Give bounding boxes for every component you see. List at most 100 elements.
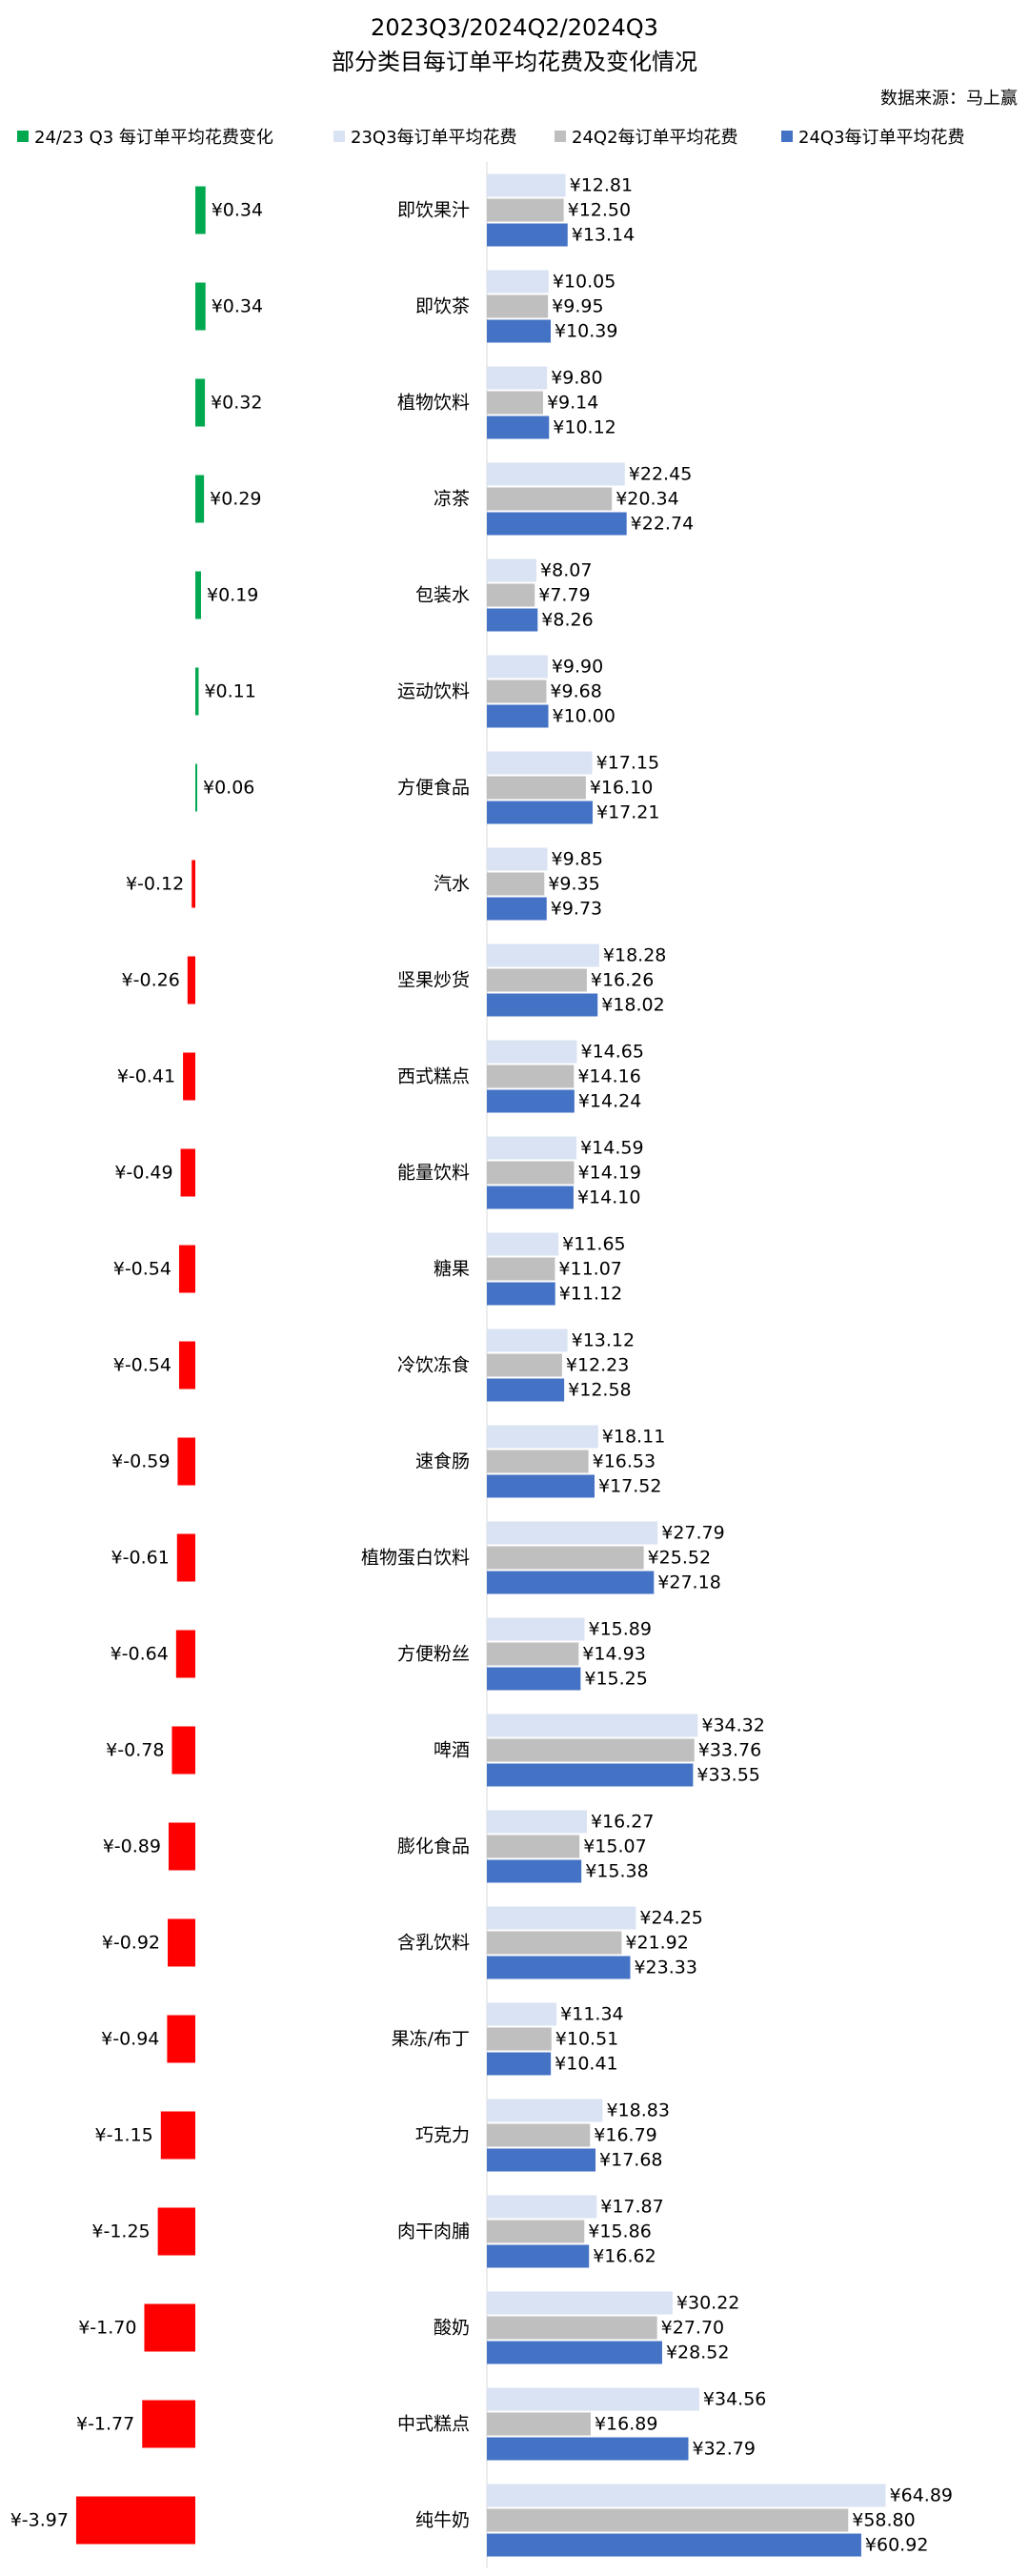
category-label: 凉茶 xyxy=(434,489,470,510)
category-label: 汽水 xyxy=(434,874,470,895)
series-bar xyxy=(487,1571,655,1594)
series-bar xyxy=(487,1257,555,1281)
change-bar xyxy=(175,1630,195,1678)
series-value-label: ¥14.19 xyxy=(578,1163,641,1184)
series-bar xyxy=(487,2412,591,2436)
change-value-label: ¥-1.70 xyxy=(78,2318,136,2339)
change-bar xyxy=(187,956,195,1004)
series-bar xyxy=(487,1474,595,1498)
legend-item-23q3: 23Q3每订单平均花费 xyxy=(333,122,517,151)
series-value-label: ¥9.73 xyxy=(551,899,602,920)
category-label: 植物饮料 xyxy=(397,393,470,414)
series-bar xyxy=(487,1546,644,1570)
series-bar xyxy=(487,2508,849,2532)
series-bar xyxy=(487,2316,657,2340)
series-value-label: ¥32.79 xyxy=(692,2439,755,2460)
series-bar xyxy=(487,1425,598,1449)
series-bar xyxy=(487,1040,577,1064)
change-value-label: ¥-0.61 xyxy=(111,1548,170,1569)
legend-label: 24/23 Q3 每订单平均花费变化 xyxy=(34,128,273,148)
series-bar xyxy=(487,1282,555,1306)
change-bar xyxy=(195,282,206,331)
legend-swatch xyxy=(333,131,345,142)
series-value-label: ¥17.52 xyxy=(598,1476,661,1497)
series-bar xyxy=(487,416,550,439)
series-value-label: ¥14.65 xyxy=(580,1042,643,1063)
series-value-label: ¥16.27 xyxy=(591,1812,654,1833)
series-bar xyxy=(487,1450,589,1473)
legend-label: 23Q3每订单平均花费 xyxy=(351,128,517,148)
series-value-label: ¥15.25 xyxy=(584,1669,647,1690)
series-bar xyxy=(487,1136,577,1160)
series-value-label: ¥9.68 xyxy=(550,681,601,702)
legend-label: 24Q2每订单平均花费 xyxy=(572,128,738,148)
series-bar xyxy=(487,1714,698,1737)
category-label: 果冻/布丁 xyxy=(392,2029,470,2050)
series-value-label: ¥16.10 xyxy=(590,778,653,799)
series-bar xyxy=(487,1931,622,1955)
change-bar xyxy=(176,1533,195,1582)
series-value-label: ¥12.23 xyxy=(566,1355,629,1376)
series-bar xyxy=(487,583,535,607)
series-value-label: ¥10.05 xyxy=(553,272,615,293)
series-value-label: ¥10.00 xyxy=(553,706,615,727)
change-value-label: ¥-1.77 xyxy=(76,2414,134,2435)
change-value-label: ¥0.06 xyxy=(203,778,254,799)
category-label: 纯牛奶 xyxy=(415,2510,470,2531)
category-label: 啤酒 xyxy=(434,1740,470,1761)
series-value-label: ¥9.90 xyxy=(552,657,603,678)
series-bar xyxy=(487,1232,559,1256)
series-value-label: ¥25.52 xyxy=(648,1548,711,1569)
change-value-label: ¥-1.25 xyxy=(91,2221,150,2242)
category-label: 包装水 xyxy=(415,585,470,606)
series-bar xyxy=(487,2341,662,2364)
series-value-label: ¥10.12 xyxy=(553,417,615,438)
change-value-label: ¥-0.78 xyxy=(106,1740,164,1761)
series-bar xyxy=(487,2099,603,2122)
series-value-label: ¥23.33 xyxy=(634,1957,696,1978)
series-value-label: ¥14.10 xyxy=(577,1187,640,1208)
series-bar xyxy=(487,1161,575,1185)
change-value-label: ¥0.32 xyxy=(211,393,262,414)
category-label: 冷饮冻食 xyxy=(397,1355,470,1376)
series-bar xyxy=(487,2291,673,2315)
series-bar xyxy=(487,2533,861,2557)
change-value-label: ¥-0.92 xyxy=(102,1933,160,1954)
change-bar xyxy=(180,1148,195,1197)
series-bar xyxy=(487,173,566,197)
series-value-label: ¥13.12 xyxy=(572,1330,635,1351)
category-label: 酸奶 xyxy=(434,2318,470,2339)
series-value-label: ¥11.12 xyxy=(559,1284,622,1305)
change-bar xyxy=(177,1437,195,1486)
change-value-label: ¥-0.41 xyxy=(117,1066,175,1087)
change-value-label: ¥0.19 xyxy=(207,585,258,606)
series-bar xyxy=(487,223,568,247)
change-bar xyxy=(142,2400,195,2448)
change-bar xyxy=(160,2111,195,2160)
category-label: 植物蛋白饮料 xyxy=(361,1548,470,1569)
change-bar xyxy=(167,2015,195,2063)
change-value-label: ¥-0.54 xyxy=(113,1355,172,1376)
change-bar xyxy=(195,186,206,234)
series-bar xyxy=(487,2027,552,2051)
change-bar xyxy=(144,2303,195,2352)
change-value-label: ¥-0.89 xyxy=(103,1836,161,1857)
series-bar xyxy=(487,2148,596,2172)
series-value-label: ¥10.51 xyxy=(555,2029,618,2050)
series-bar xyxy=(487,776,586,800)
series-value-label: ¥64.89 xyxy=(890,2485,953,2506)
series-value-label: ¥14.93 xyxy=(582,1644,645,1665)
series-bar xyxy=(487,1763,694,1787)
series-bar xyxy=(487,198,564,222)
series-bar xyxy=(487,608,538,632)
series-value-label: ¥14.16 xyxy=(577,1066,640,1087)
series-value-label: ¥30.22 xyxy=(676,2293,739,2314)
series-bar xyxy=(487,2002,557,2026)
change-value-label: ¥0.34 xyxy=(212,296,263,317)
series-bar xyxy=(487,1667,581,1691)
series-value-label: ¥60.92 xyxy=(865,2535,928,2556)
series-value-label: ¥17.15 xyxy=(596,753,659,774)
series-value-label: ¥24.25 xyxy=(639,1908,702,1929)
series-value-label: ¥10.39 xyxy=(555,321,617,342)
series-value-label: ¥17.87 xyxy=(600,2197,663,2218)
